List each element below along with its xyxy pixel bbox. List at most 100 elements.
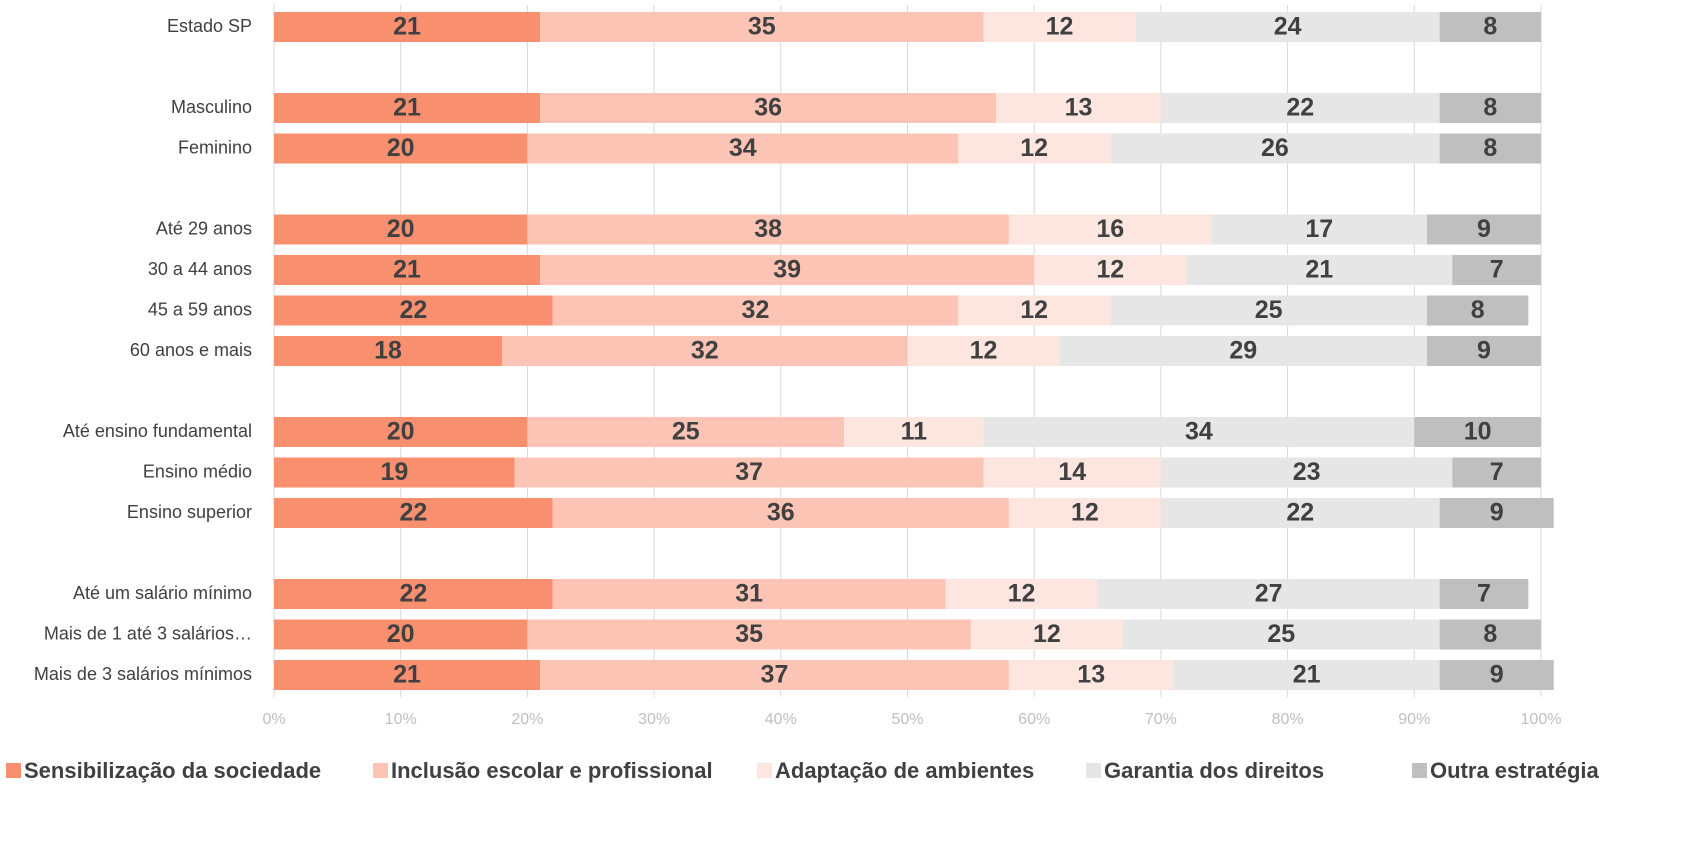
bar-segment: [1439, 133, 1541, 164]
data-label: 22: [399, 580, 427, 608]
category-label: Ensino médio: [143, 461, 252, 481]
data-label: 13: [1065, 94, 1093, 122]
data-label: 9: [1490, 661, 1504, 689]
bar-segment: [1426, 214, 1541, 245]
data-label: 29: [1229, 337, 1257, 365]
data-label: 12: [1033, 620, 1061, 648]
data-label: 12: [970, 337, 998, 365]
x-tick-label: 100%: [1521, 711, 1562, 728]
data-label: 32: [742, 296, 770, 324]
bar-segment: [274, 619, 528, 650]
data-label: 34: [1185, 418, 1213, 446]
bar-segment: [527, 214, 1009, 245]
x-tick-label: 60%: [1018, 711, 1050, 728]
data-label: 21: [1305, 256, 1333, 284]
bar-segment: [844, 417, 984, 447]
x-tick-label: 10%: [385, 711, 417, 728]
legend-label: Adaptação de ambientes: [775, 758, 1034, 783]
data-label: 34: [729, 134, 757, 162]
bar-segment: [540, 12, 984, 42]
x-tick-label: 30%: [638, 711, 670, 728]
bar-segment: [274, 417, 528, 447]
legend-swatch: [373, 763, 388, 778]
data-label: 7: [1490, 458, 1504, 486]
bar-segment: [274, 214, 528, 245]
legend-label: Inclusão escolar e profissional: [391, 758, 713, 783]
data-label: 10: [1464, 418, 1492, 446]
category-label: Ensino superior: [127, 502, 252, 522]
bar-segment: [1008, 214, 1212, 245]
bar-segment: [1452, 457, 1541, 488]
bar-segment: [1439, 660, 1554, 690]
data-label: 9: [1477, 337, 1491, 365]
bar-segment: [1211, 214, 1427, 245]
data-label: 20: [387, 215, 415, 243]
data-label: 25: [1255, 296, 1283, 324]
bar-segment: [1426, 295, 1529, 326]
data-label: 21: [393, 94, 421, 122]
x-tick-label: 20%: [511, 711, 543, 728]
bar-segment: [1439, 579, 1529, 609]
data-label: 27: [1255, 580, 1283, 608]
bar-segment: [983, 12, 1136, 42]
data-label: 22: [399, 499, 427, 527]
bar-segment: [983, 457, 1161, 488]
bar-segment: [1135, 12, 1440, 42]
bar-segment: [274, 457, 515, 488]
category-label: Mais de 1 até 3 salários…: [44, 623, 252, 643]
legend-label: Outra estratégia: [1430, 758, 1599, 783]
bar-segment: [274, 133, 528, 164]
bar-segment: [1122, 619, 1440, 650]
data-label: 7: [1477, 580, 1491, 608]
x-tick-label: 90%: [1398, 711, 1430, 728]
data-label: 35: [735, 620, 763, 648]
bar-segment: [1173, 660, 1440, 690]
data-label: 8: [1483, 13, 1497, 41]
data-label: 21: [393, 13, 421, 41]
bar-segment: [552, 498, 1009, 528]
bar-segment: [1110, 295, 1427, 326]
bar-segment: [996, 93, 1161, 123]
bar-segment: [1008, 660, 1174, 690]
bar-segment: [540, 660, 1009, 690]
bar-segment: [907, 336, 1060, 366]
bar-segment: [274, 660, 541, 690]
data-label: 8: [1483, 94, 1497, 122]
bar-segment: [552, 579, 946, 609]
legend-swatch: [757, 763, 772, 778]
bar-segment: [274, 295, 553, 326]
data-label: 17: [1305, 215, 1333, 243]
bar-segment: [527, 417, 845, 447]
bar-segment: [274, 93, 541, 123]
data-label: 11: [901, 418, 928, 446]
category-label: Mais de 3 salários mínimos: [34, 664, 252, 684]
bar-segment: [514, 457, 984, 488]
data-label: 9: [1477, 215, 1491, 243]
bar-segment: [983, 417, 1415, 447]
bar-segment: [1097, 579, 1440, 609]
data-label: 12: [1046, 13, 1074, 41]
bar-segment: [1439, 93, 1541, 123]
data-label: 37: [761, 661, 789, 689]
x-tick-label: 70%: [1145, 711, 1177, 728]
legend-swatch: [6, 763, 21, 778]
data-label: 8: [1471, 296, 1485, 324]
bar-segment: [274, 12, 541, 42]
data-label: 7: [1490, 256, 1504, 284]
bar-segment: [958, 133, 1111, 164]
category-label: Estado SP: [167, 16, 252, 36]
data-label: 16: [1096, 215, 1124, 243]
bar-segment: [1160, 457, 1453, 488]
data-label: 25: [672, 418, 700, 446]
category-label: 30 a 44 anos: [148, 259, 252, 279]
data-label: 18: [374, 337, 402, 365]
x-tick-label: 50%: [891, 711, 923, 728]
bar-segment: [1439, 619, 1541, 650]
data-label: 31: [735, 580, 763, 608]
data-label: 21: [393, 661, 421, 689]
bar-segment: [970, 619, 1123, 650]
bar-segment: [540, 93, 997, 123]
data-label: 23: [1293, 458, 1321, 486]
bar-segment: [1034, 255, 1187, 285]
category-label: Até 29 anos: [156, 218, 252, 238]
